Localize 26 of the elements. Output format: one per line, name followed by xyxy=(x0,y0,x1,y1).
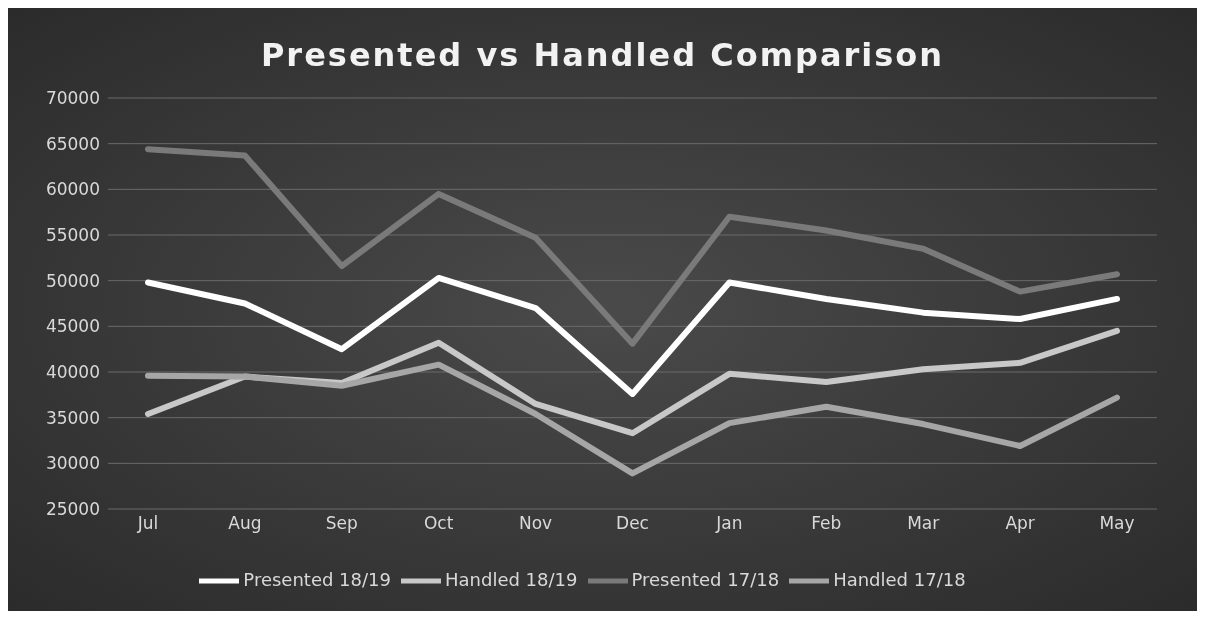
y-tick-label: 65000 xyxy=(45,133,100,154)
x-tick-label: Aug xyxy=(228,513,262,534)
y-tick-label: 45000 xyxy=(45,316,100,337)
x-tick-label: Feb xyxy=(811,513,842,534)
legend-label: Handled 18/19 xyxy=(445,568,578,590)
x-tick-label: Jan xyxy=(715,513,743,534)
y-tick-label: 25000 xyxy=(45,499,100,520)
x-tick-label: Sep xyxy=(325,513,358,534)
x-tick-label: Mar xyxy=(907,513,940,534)
chart-title: Presented vs Handled Comparison xyxy=(259,35,946,76)
x-tick-label: May xyxy=(1099,513,1135,534)
y-tick-label: 55000 xyxy=(45,225,100,246)
x-tick-label: Jul xyxy=(136,513,159,534)
legend-label: Presented 17/18 xyxy=(631,568,780,590)
y-tick-label: 40000 xyxy=(45,362,100,383)
x-tick-label: Nov xyxy=(519,513,553,534)
y-tick-label: 30000 xyxy=(45,453,100,474)
legend-label: Handled 17/18 xyxy=(833,568,966,590)
y-tick-label: 35000 xyxy=(45,407,100,428)
y-tick-label: 60000 xyxy=(45,179,100,200)
y-tick-label: 70000 xyxy=(45,88,100,109)
legend-label: Presented 18/19 xyxy=(243,568,391,590)
x-tick-label: Oct xyxy=(424,513,454,534)
x-tick-label: Dec xyxy=(616,513,649,534)
y-tick-label: 50000 xyxy=(45,270,100,291)
x-tick-label: Apr xyxy=(1005,513,1035,534)
